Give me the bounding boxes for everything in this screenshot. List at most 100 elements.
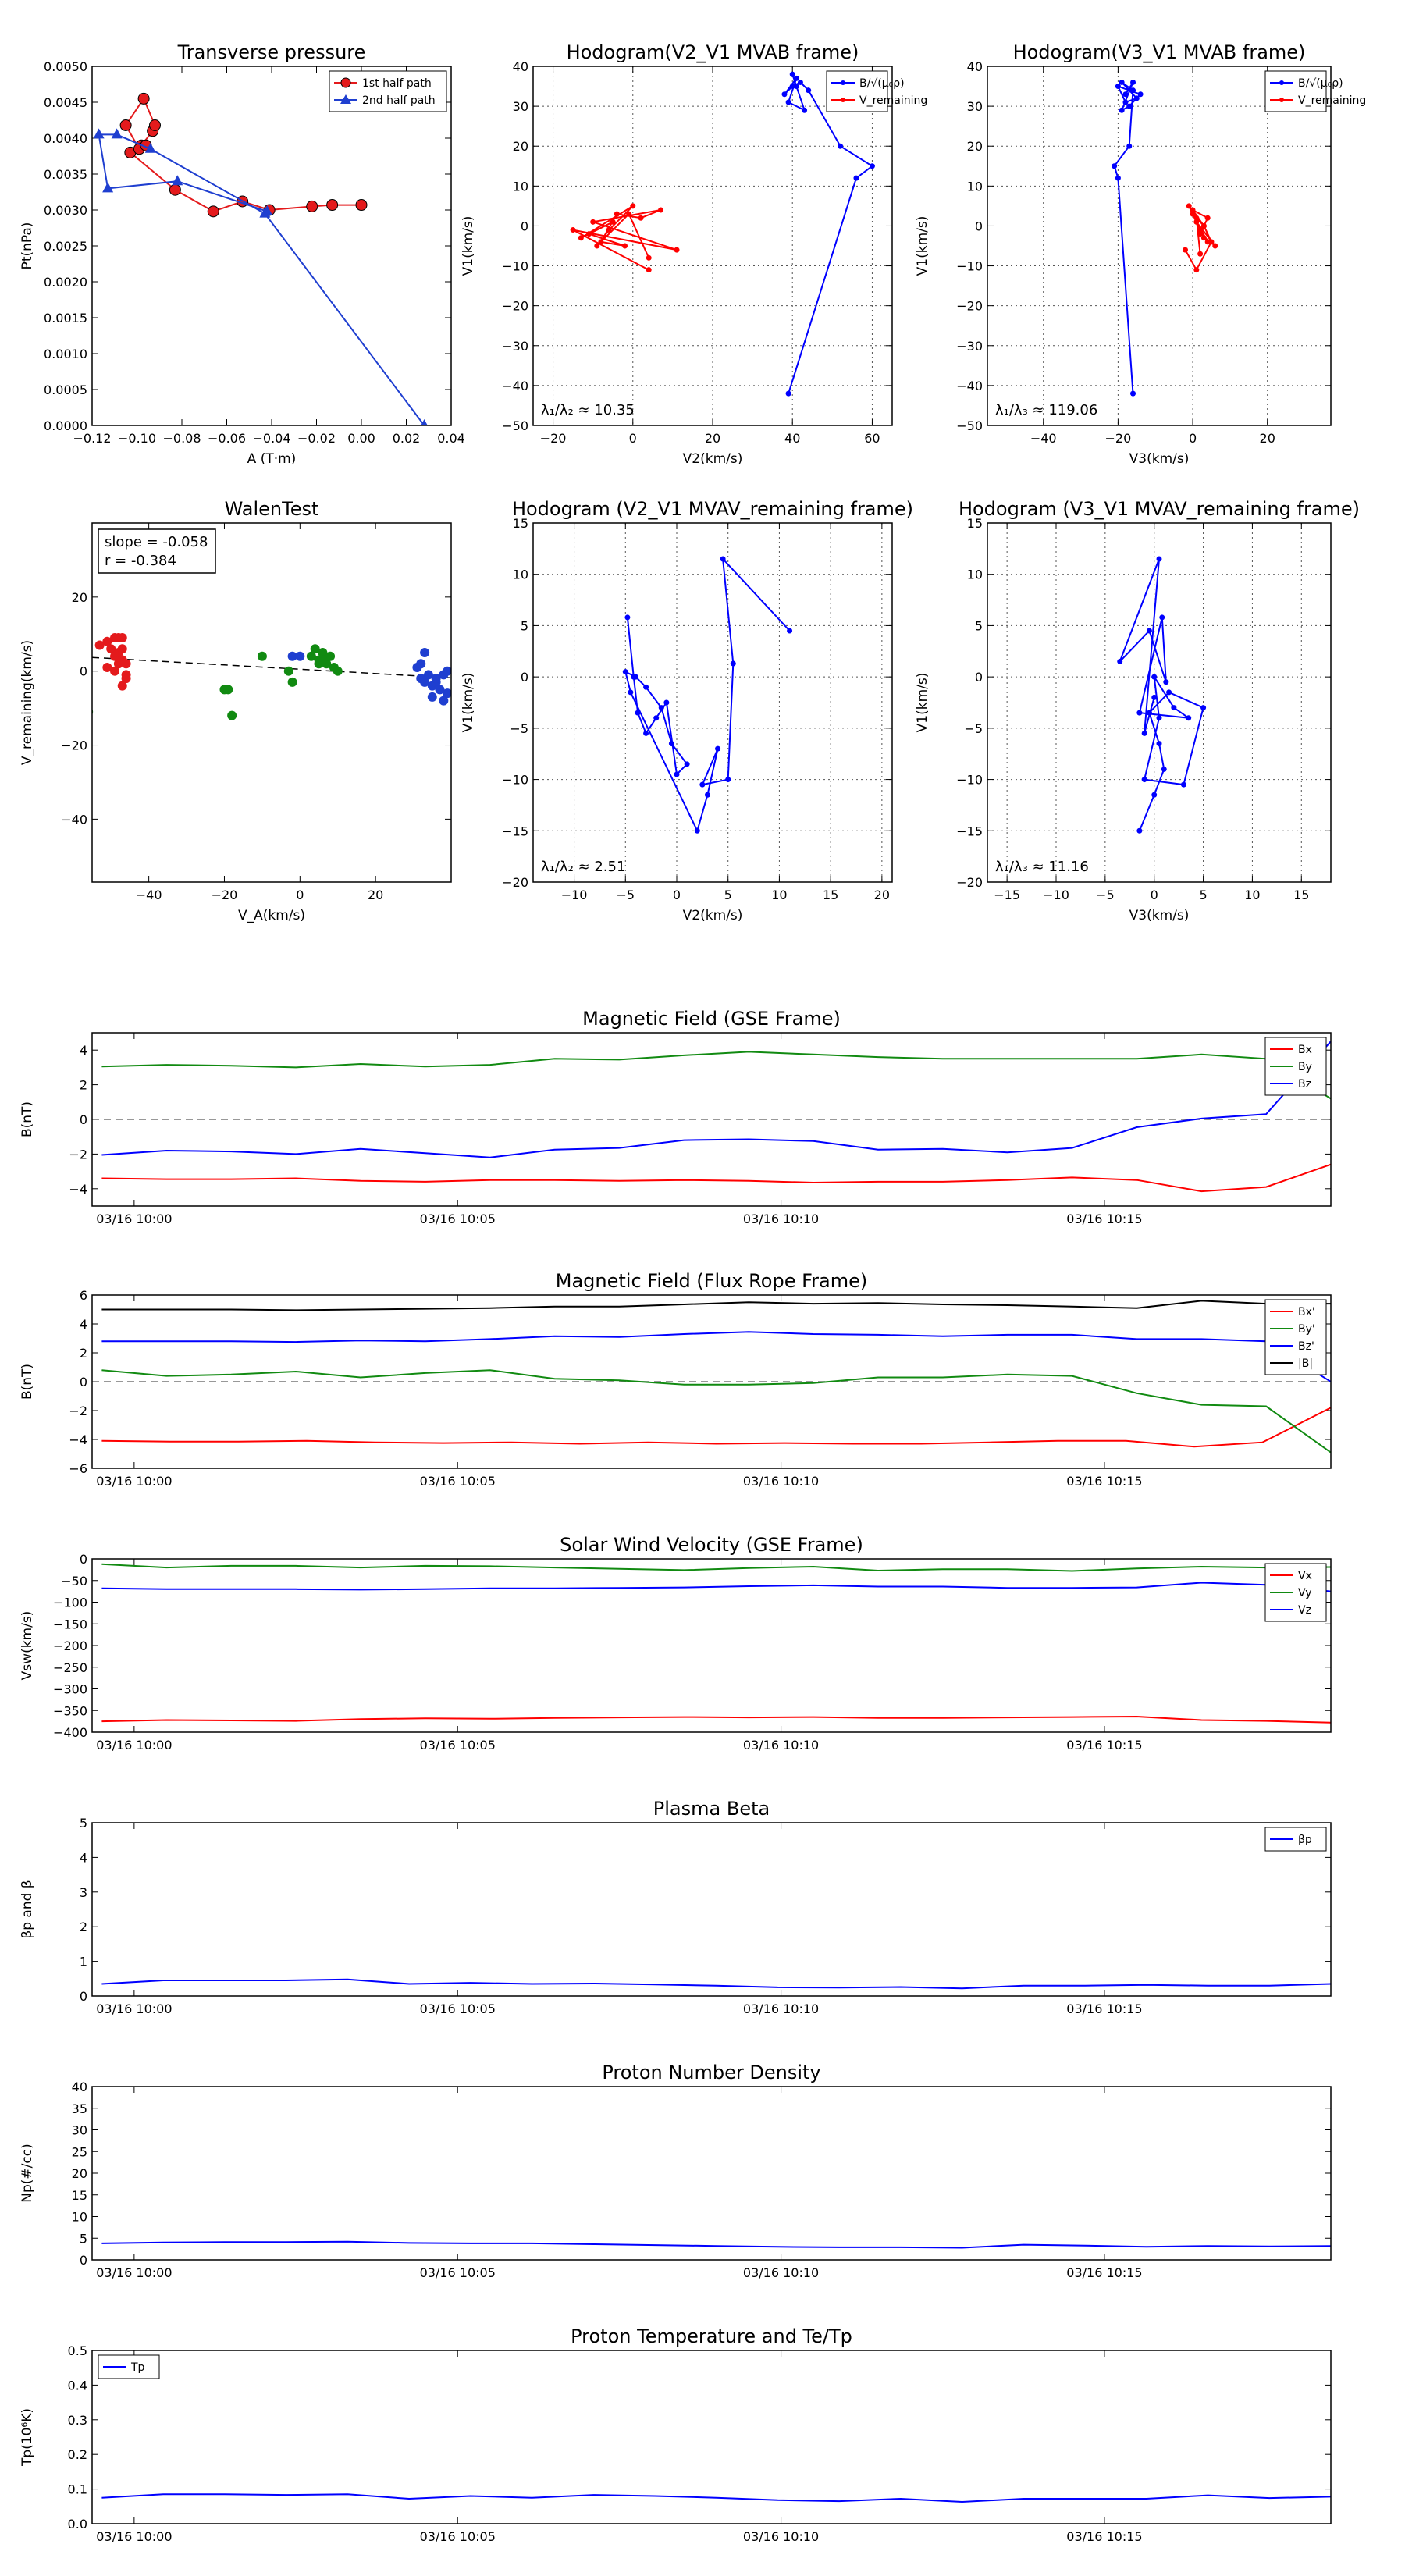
- y-tick-label: 5: [80, 2231, 87, 2246]
- data-point: [1163, 679, 1169, 685]
- data-point: [1137, 91, 1144, 98]
- data-point: [1208, 239, 1215, 245]
- y-tick-label: 0.0025: [44, 239, 87, 254]
- legend: B/√(μ₀ρ) V_remaining: [826, 70, 927, 112]
- legend-label: 2nd half path: [362, 94, 436, 107]
- data-point: [1141, 730, 1147, 736]
- data-layer: [1112, 79, 1218, 397]
- y-tick-label: 0: [80, 1552, 87, 1567]
- data-point: [1146, 710, 1152, 716]
- y-tick-label: 0: [80, 1989, 87, 2004]
- data-point: [1204, 215, 1211, 221]
- data-point: [869, 163, 875, 169]
- y-tick-label: 0.0020: [44, 275, 87, 290]
- y-tick-label: 0: [80, 664, 87, 679]
- y-tick-label: −10: [502, 773, 528, 788]
- data-point: [172, 175, 183, 186]
- x-axis-label: V2(km/s): [683, 451, 743, 467]
- data-point: [1117, 658, 1123, 664]
- data-point: [439, 696, 449, 706]
- y-tick-label: −20: [956, 299, 983, 314]
- legend-label: Vy: [1298, 1587, 1312, 1599]
- legend: Bx' By' Bz' |B|: [1264, 1299, 1327, 1375]
- y-tick-label: 20: [72, 590, 87, 605]
- data-point: [658, 705, 664, 711]
- data-layer: [622, 556, 793, 834]
- y-tick-label: −50: [61, 1574, 87, 1589]
- data-point: [1122, 91, 1129, 98]
- data-point: [704, 792, 710, 798]
- data-layer: [570, 71, 875, 397]
- data-point: [635, 710, 641, 716]
- data-point: [1193, 267, 1200, 273]
- legend-label: B/√(μ₀ρ): [1298, 77, 1343, 90]
- legend: B/√(μ₀ρ) V_remaining: [1264, 70, 1366, 112]
- x-tick-label: −5: [1096, 888, 1115, 902]
- y-tick-label: 40: [72, 2080, 87, 2094]
- legend-label: By': [1298, 1323, 1315, 1336]
- data-point: [207, 205, 219, 218]
- data-layer: [101, 2240, 1331, 2249]
- y-tick-label: 0.5: [68, 2343, 87, 2358]
- data-point: [287, 651, 297, 661]
- x-tick-label: 03/16 10:00: [96, 2001, 172, 2016]
- y-tick-label: 0.0040: [44, 131, 87, 146]
- x-tick-label: 0: [1151, 888, 1158, 902]
- data-point: [1200, 235, 1207, 241]
- y-tick-label: 20: [967, 139, 983, 154]
- y-tick-label: 0.0010: [44, 347, 87, 361]
- y-axis-label: V1(km/s): [915, 673, 930, 733]
- series-line: [101, 1163, 1331, 1193]
- y-tick-label: 0.2: [68, 2447, 87, 2462]
- plot-frame: [532, 522, 893, 883]
- series-line: [101, 1715, 1331, 1724]
- legend: Bx By Bz: [1264, 1037, 1327, 1096]
- legend-label: βp: [1298, 1834, 1312, 1846]
- plot-frame: [532, 66, 893, 426]
- y-tick-label: −40: [956, 379, 983, 393]
- data-point: [853, 175, 859, 181]
- data-point: [1115, 84, 1121, 90]
- series-line: [101, 1051, 1331, 1100]
- chart-h31r: −15 −10 −5 0 5 10 15−20−15−10−5051015Hodogram …: [915, 498, 1360, 923]
- data-point: [121, 674, 131, 684]
- chart-bgse: 03/16 10:00 03/16 10:05 03/16 10:10 03/16 1…: [20, 1008, 1332, 1226]
- data-point: [137, 92, 150, 105]
- data-point: [355, 199, 368, 212]
- data-point: [1151, 674, 1158, 680]
- data-point: [318, 655, 328, 665]
- series-line: [101, 2240, 1331, 2249]
- x-tick-label: 10: [771, 888, 787, 902]
- data-point: [628, 689, 634, 696]
- y-tick-label: 0: [521, 219, 528, 233]
- data-point: [117, 644, 127, 654]
- series-line: [101, 1331, 1331, 1382]
- data-point: [802, 107, 808, 113]
- data-point: [223, 685, 233, 695]
- legend-label: Bz': [1298, 1340, 1314, 1353]
- x-tick-label: −0.08: [162, 431, 201, 446]
- data-point: [668, 741, 674, 747]
- data-point: [570, 227, 576, 233]
- data-point: [793, 75, 799, 81]
- y-tick-label: 2: [80, 1346, 87, 1361]
- data-point: [1204, 239, 1211, 245]
- data-point: [694, 827, 700, 834]
- y-tick-label: −20: [502, 299, 528, 314]
- y-tick-label: −10: [956, 773, 983, 788]
- y-tick-label: 4: [80, 1043, 87, 1058]
- data-point: [806, 87, 812, 94]
- data-point: [111, 128, 123, 139]
- chart-title: Plasma Beta: [653, 1798, 770, 1820]
- x-tick-label: 03/16 10:10: [743, 1474, 819, 1489]
- y-tick-label: 0.0015: [44, 311, 87, 326]
- x-tick-label: 20: [1260, 431, 1275, 446]
- x-tick-label: 03/16 10:00: [96, 2265, 172, 2280]
- chart-title: Hodogram (V2_V1 MVAV_remaining frame): [512, 498, 913, 520]
- legend-label: By: [1298, 1061, 1312, 1073]
- data-point: [586, 231, 592, 237]
- data-point: [674, 771, 680, 777]
- data-point: [1141, 777, 1147, 783]
- chart-vsw: 03/16 10:00 03/16 10:05 03/16 10:10 03/16 1…: [20, 1534, 1332, 1752]
- y-tick-label: 30: [72, 2123, 87, 2138]
